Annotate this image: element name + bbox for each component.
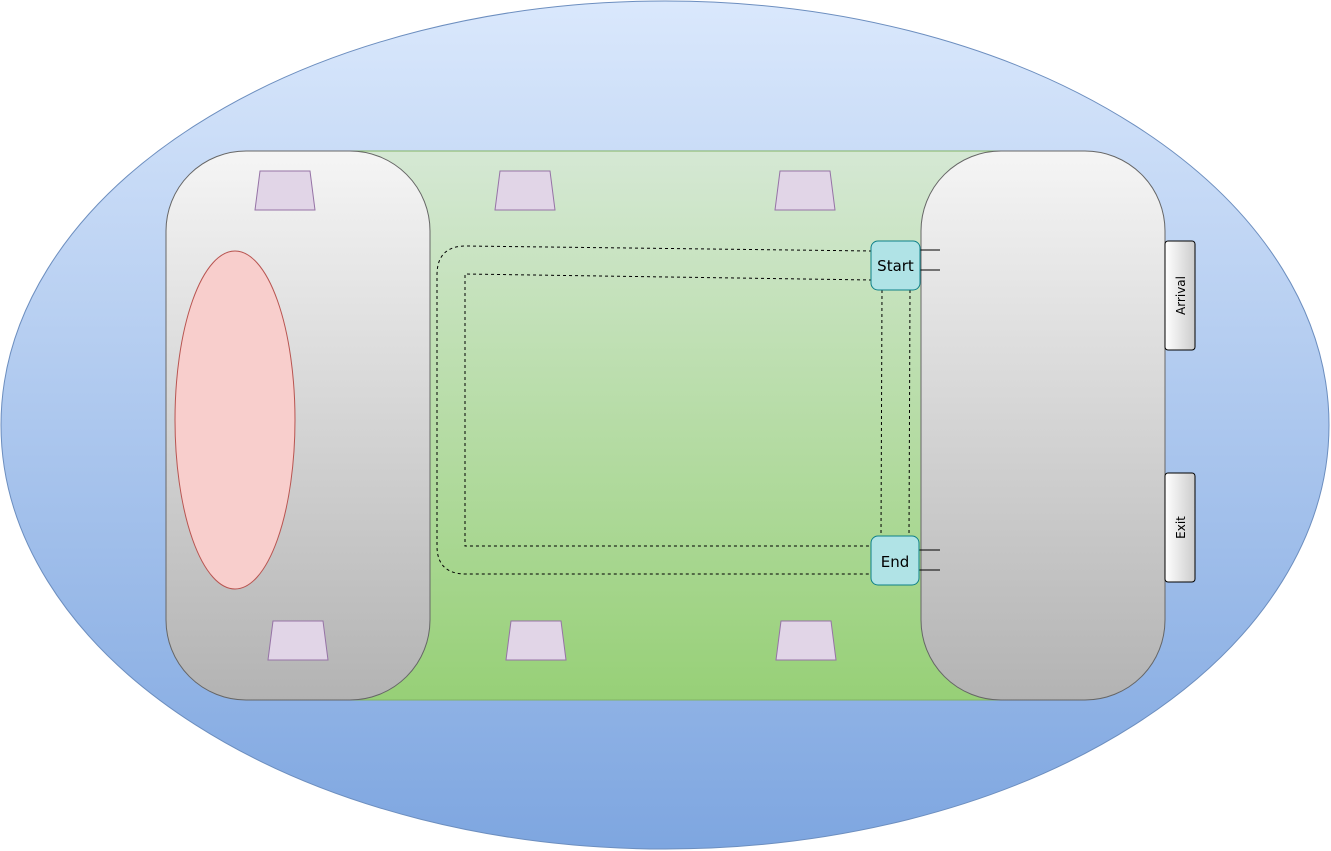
route-inner-dashed bbox=[464, 273, 873, 547]
trapezoid-marker bbox=[494, 170, 556, 211]
exit-gate: Exit bbox=[1164, 472, 1196, 583]
trapezoid-marker bbox=[774, 170, 836, 211]
route-outer-dashed bbox=[436, 245, 873, 575]
right-stand bbox=[920, 150, 1166, 701]
end-label: End bbox=[881, 553, 910, 571]
start-label: Start bbox=[877, 257, 914, 275]
arrival-gate: Arrival bbox=[1164, 240, 1196, 351]
red-zone-ellipse bbox=[174, 250, 296, 590]
route-connector-dashed bbox=[880, 289, 883, 537]
exit-label: Exit bbox=[1174, 516, 1188, 539]
trapezoid-marker bbox=[505, 620, 567, 661]
trapezoid-marker bbox=[775, 620, 837, 661]
arrival-label: Arrival bbox=[1174, 276, 1188, 315]
trapezoid-marker bbox=[254, 170, 316, 211]
trapezoid-marker bbox=[267, 620, 329, 661]
start-node: Start bbox=[870, 240, 921, 291]
end-node: End bbox=[870, 535, 920, 586]
route-connector-dashed bbox=[908, 289, 911, 537]
